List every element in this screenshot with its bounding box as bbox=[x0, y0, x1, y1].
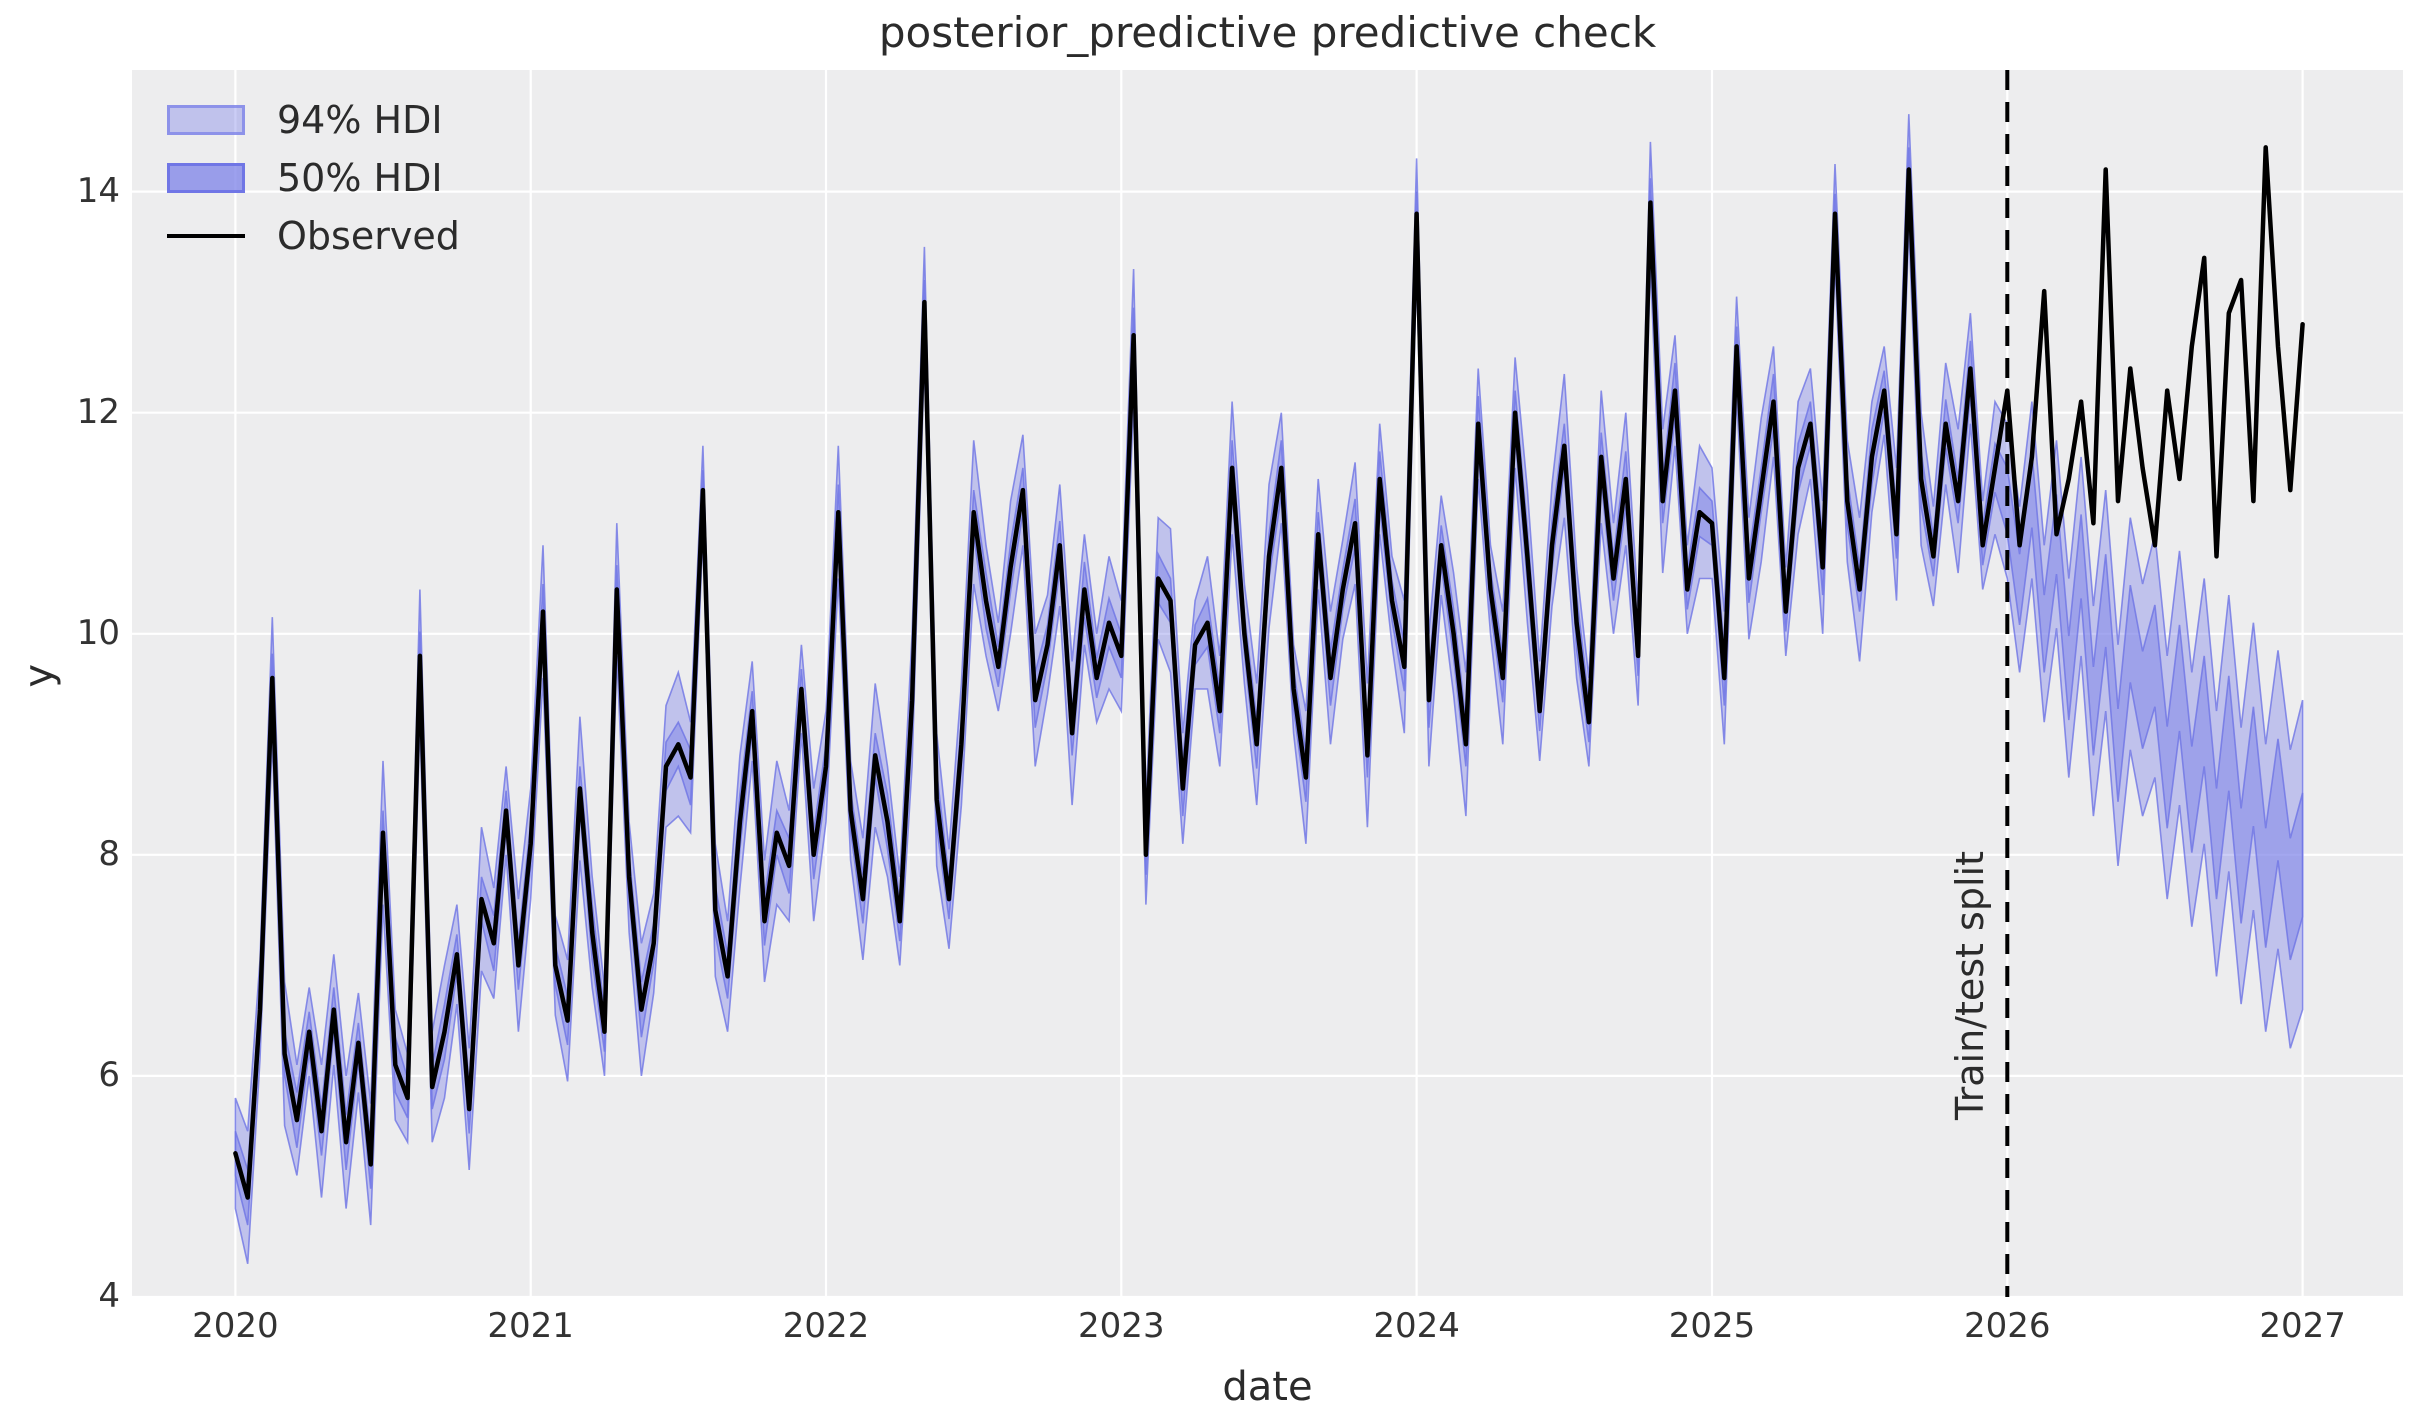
x-tick-label: 2024 bbox=[1373, 1306, 1460, 1346]
legend-label-hdi50: 50% HDI bbox=[277, 156, 443, 200]
x-tick-label: 2022 bbox=[782, 1306, 870, 1346]
x-tick-label: 2020 bbox=[192, 1306, 279, 1346]
y-tick-label: 10 bbox=[76, 612, 120, 653]
plot-area-background bbox=[132, 70, 2403, 1297]
hdi50-swatch-icon bbox=[167, 163, 245, 193]
y-tick-label: 12 bbox=[76, 391, 120, 432]
x-axis-label: date bbox=[1222, 1364, 1313, 1410]
x-tick-label: 2021 bbox=[487, 1306, 574, 1346]
observed-series-line bbox=[233, 145, 2305, 1200]
observed-line-swatch-icon bbox=[167, 234, 245, 238]
chart-title: posterior_predictive predictive check bbox=[878, 8, 1657, 57]
y-axis-label: y bbox=[16, 664, 62, 688]
legend-item-observed: Observed bbox=[167, 214, 460, 258]
legend-label-observed: Observed bbox=[277, 214, 460, 258]
legend-label-hdi94: 94% HDI bbox=[277, 98, 443, 142]
legend-item-hdi50: 50% HDI bbox=[167, 156, 460, 200]
hdi94-swatch-icon bbox=[167, 105, 245, 135]
y-tick-label: 8 bbox=[98, 833, 120, 874]
legend-item-hdi94: 94% HDI bbox=[167, 98, 460, 142]
y-tick-label: 6 bbox=[98, 1054, 120, 1095]
y-tick-label: 4 bbox=[98, 1276, 120, 1316]
train-test-split-label: Train/test split bbox=[1948, 851, 1992, 1120]
legend: 94% HDI 50% HDI Observed bbox=[167, 98, 460, 279]
x-tick-label: 2023 bbox=[1078, 1306, 1165, 1346]
x-tick-label: 2027 bbox=[2259, 1306, 2346, 1346]
y-tick-label: 14 bbox=[76, 170, 120, 211]
x-tick-label: 2025 bbox=[1668, 1306, 1756, 1346]
x-tick-label: 2026 bbox=[1964, 1306, 2051, 1346]
